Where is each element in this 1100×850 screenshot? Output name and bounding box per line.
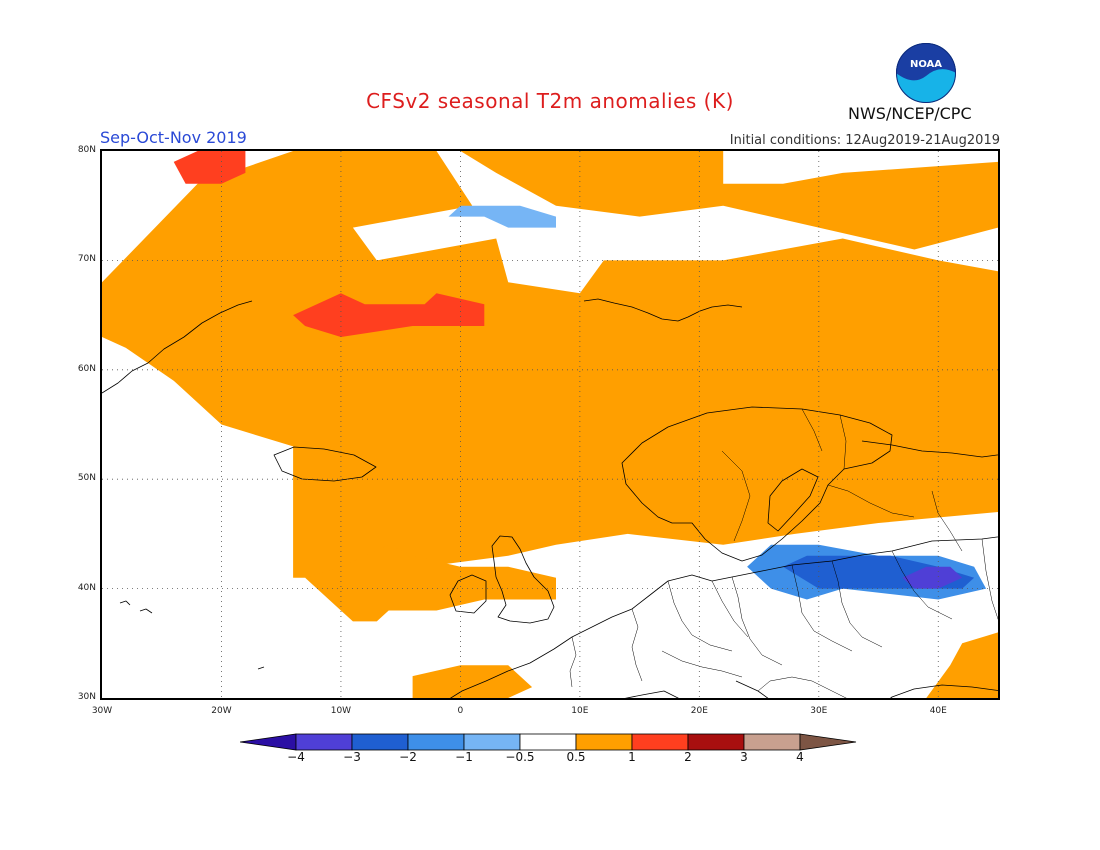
agency-label: NWS/NCEP/CPC (848, 104, 972, 123)
legend-swatch (631, 733, 689, 751)
anomaly-region-greenland-strong-warm (173, 151, 246, 184)
anomaly-region-svalbard-sea-cool (448, 205, 556, 228)
anomaly-region-iberia-warm (305, 544, 556, 622)
anomaly-region-east-anatolia-very-cold (902, 566, 963, 589)
anomaly-region-caucasus-warm (926, 632, 998, 698)
initial-conditions-label: Initial conditions: 12Aug2019-21Aug2019 (729, 133, 1000, 148)
legend-swatch (240, 733, 297, 751)
anomaly-map (100, 149, 1000, 700)
legend-tick-label: 1 (628, 750, 636, 764)
anomaly-region-north-atlantic-warm (102, 151, 998, 578)
coastlines (102, 298, 998, 698)
legend-swatch (295, 733, 353, 751)
map-canvas (102, 151, 998, 698)
lon-label: 30E (810, 706, 828, 716)
lat-label: 30N (77, 692, 96, 702)
lon-label: 30W (91, 706, 113, 716)
lon-label: 10W (330, 706, 352, 716)
legend-tick-label: −3 (343, 750, 361, 764)
lat-label: 50N (77, 473, 96, 484)
lon-label: 0 (457, 706, 464, 716)
color-legend (240, 733, 857, 751)
legend-swatch (575, 733, 633, 751)
legend-tick-label: 3 (740, 750, 748, 764)
lat-label: 80N (77, 145, 96, 155)
lon-label: 10E (571, 706, 589, 716)
season-label: Sep-Oct-Nov 2019 (100, 128, 247, 147)
country-borders (569, 408, 998, 698)
legend-swatch (407, 733, 465, 751)
legend-tick-label: −2 (399, 750, 417, 764)
legend-tick-label: 4 (796, 750, 804, 764)
lat-label: 70N (77, 254, 96, 265)
legend-swatch (687, 733, 745, 751)
legend-swatch (351, 733, 409, 751)
lon-label: 20E (690, 706, 708, 716)
legend-tick-label: 0.5 (566, 750, 586, 764)
legend-swatch (463, 733, 521, 751)
legend-tick-label: −1 (455, 750, 473, 764)
logo-text: NOAA (910, 59, 942, 70)
anomaly-region-north-africa-warm (412, 665, 533, 698)
legend-tick-label: −4 (287, 750, 305, 764)
lat-label: 40N (77, 582, 96, 593)
lat-label: 60N (77, 363, 96, 374)
legend-tick-label: −0.5 (505, 750, 535, 764)
lon-label: 20W (211, 706, 232, 716)
map-title: CFSv2 seasonal T2m anomalies (K) (366, 89, 734, 113)
anomaly-region-east-arctic-warm (460, 151, 998, 250)
legend-swatch (519, 733, 577, 751)
lon-label: 40E (929, 706, 947, 716)
legend-swatch (799, 733, 857, 751)
graticule (102, 151, 998, 698)
noaa-logo: NOAA (895, 42, 957, 104)
legend-swatch (743, 733, 801, 751)
legend-tick-label: 2 (684, 750, 692, 764)
